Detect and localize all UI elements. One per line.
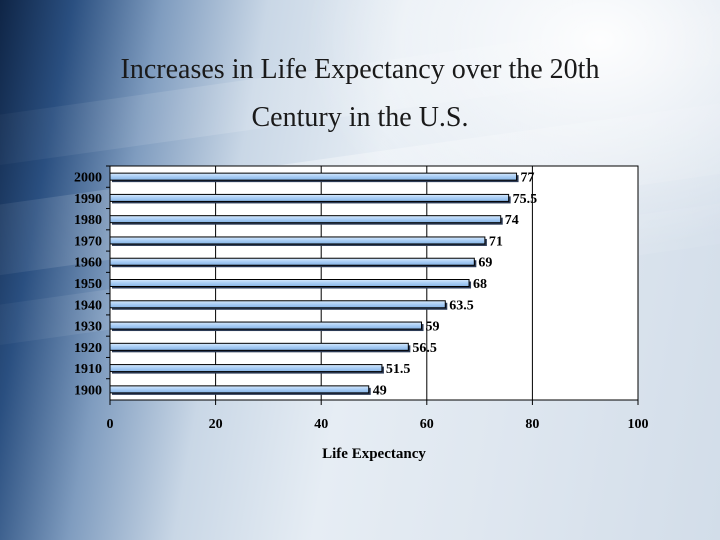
- bar: [109, 257, 475, 266]
- bar: [109, 193, 510, 202]
- bar: [109, 385, 370, 394]
- bar: [109, 172, 518, 181]
- title-line-2: Century in the U.S.: [251, 102, 469, 133]
- bar: [109, 236, 486, 245]
- x-tick-label: 0: [107, 417, 114, 432]
- data-label: 49: [373, 383, 387, 398]
- data-label: 68: [473, 277, 487, 292]
- x-tick-label: 20: [209, 417, 223, 432]
- title-line-1: Increases in Life Expectancy over the 20…: [120, 54, 600, 85]
- x-tick-label: 80: [525, 417, 539, 432]
- data-label: 75.5: [513, 192, 538, 207]
- y-tick-label: 1980: [74, 213, 102, 228]
- data-label: 51.5: [386, 362, 411, 377]
- y-tick-label: 1970: [74, 234, 102, 249]
- y-tick-label: 2000: [74, 171, 102, 186]
- x-axis-ticks: 0 20 40 60 80 100: [107, 400, 649, 432]
- bar: [109, 342, 409, 351]
- y-tick-label: 1930: [74, 320, 102, 335]
- y-tick-label: 1910: [74, 362, 102, 377]
- slide-title: Increases in Life Expectancy over the 20…: [60, 46, 660, 142]
- y-tick-label: 1950: [74, 277, 102, 292]
- data-label: 63.5: [449, 298, 474, 313]
- bar: [109, 279, 470, 287]
- x-axis-title: Life Expectancy: [322, 446, 426, 462]
- x-tick-label: 60: [420, 417, 434, 432]
- x-tick-label: 100: [628, 417, 649, 432]
- data-label: 56.5: [412, 341, 437, 356]
- y-tick-label: 1900: [74, 383, 102, 398]
- y-tick-label: 1990: [74, 192, 102, 207]
- bar: [109, 321, 423, 330]
- x-tick-label: 40: [314, 417, 328, 432]
- data-label: 69: [478, 256, 492, 271]
- data-label: 74: [505, 213, 519, 228]
- y-tick-label: 1940: [74, 298, 102, 313]
- data-label: 59: [426, 320, 440, 335]
- bar: [109, 300, 446, 309]
- data-label: 71: [489, 234, 503, 249]
- bar: [109, 215, 502, 224]
- y-tick-label: 1960: [74, 256, 102, 271]
- data-label: 77: [521, 171, 535, 186]
- y-axis-ticks: 1900 1910 1920 1930 1940 1950 1960 1970 1980 1990…: [74, 165, 110, 398]
- bar: [109, 364, 383, 373]
- y-tick-label: 1920: [74, 341, 102, 356]
- bars: [109, 172, 519, 395]
